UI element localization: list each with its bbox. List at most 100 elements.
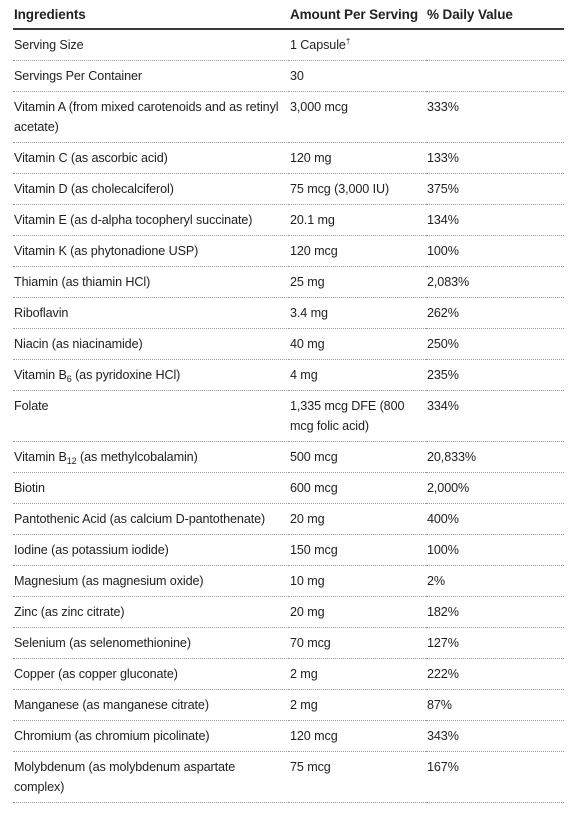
daily-value-cell: 167%: [426, 751, 564, 803]
daily-value-cell: 100%: [426, 235, 564, 267]
ingredient-cell: Thiamin (as thiamin HCl): [13, 266, 289, 298]
ingredient-name: Riboflavin: [14, 306, 69, 320]
amount-cell: 20.1 mg: [289, 204, 426, 236]
dagger-footnote-mark: †: [345, 37, 351, 46]
amount-value: 20.1 mg: [290, 213, 335, 227]
ingredient-name: Chromium (as chromium picolinate): [14, 729, 210, 743]
daily-value-percent: 334%: [427, 399, 459, 413]
amount-value: 1,335 mcg DFE (800 mcg folic acid): [290, 399, 405, 433]
daily-value-cell: 250%: [426, 328, 564, 360]
table-row: Copper (as copper gluconate) 2 mg 222%: [13, 658, 564, 690]
daily-value-percent: 262%: [427, 306, 459, 320]
ingredient-subscript: 6: [66, 374, 72, 384]
ingredient-subscript: 12: [66, 456, 77, 466]
daily-value-cell: 182%: [426, 596, 564, 628]
ingredient-cell: Vitamin B12 (as methylcobalamin): [13, 441, 289, 473]
table-row: Servings Per Container 30: [13, 60, 564, 92]
daily-value-cell: 127%: [426, 627, 564, 659]
ingredient-name: Vitamin B: [14, 368, 67, 382]
ingredient-name: Vitamin B: [14, 450, 67, 464]
amount-value: 150 mcg: [290, 543, 338, 557]
daily-value-percent: 2%: [427, 574, 446, 588]
amount-value: 500 mcg: [290, 450, 338, 464]
table-row: Magnesium (as magnesium oxide) 10 mg 2%: [13, 565, 564, 597]
ingredient-cell: Vitamin A (from mixed carotenoids and as…: [13, 91, 289, 143]
ingredient-name: Folate: [14, 399, 49, 413]
ingredient-cell: Servings Per Container: [13, 60, 289, 92]
amount-value: 2 mg: [290, 698, 318, 712]
ingredient-name-suffix: (as pyridoxine HCl): [71, 368, 181, 382]
supplement-facts-table: Ingredients Amount Per Serving % Daily V…: [13, 0, 564, 803]
daily-value-cell: [426, 29, 564, 61]
amount-cell: 150 mcg: [289, 534, 426, 566]
amount-cell: 2 mg: [289, 689, 426, 721]
daily-value-cell: 222%: [426, 658, 564, 690]
daily-value-percent: 100%: [427, 244, 459, 258]
daily-value-cell: 2,083%: [426, 266, 564, 298]
amount-value: 25 mg: [290, 275, 325, 289]
header-ingredients: Ingredients: [13, 0, 289, 30]
ingredient-cell: Selenium (as selenomethionine): [13, 627, 289, 659]
table-row: Vitamin B6 (as pyridoxine HCl) 4 mg 235%: [13, 359, 564, 391]
ingredient-cell: Vitamin B6 (as pyridoxine HCl): [13, 359, 289, 391]
amount-value: 120 mg: [290, 151, 332, 165]
ingredient-cell: Magnesium (as magnesium oxide): [13, 565, 289, 597]
daily-value-cell: 2%: [426, 565, 564, 597]
amount-cell: 500 mcg: [289, 441, 426, 473]
ingredient-name: Vitamin E (as d-alpha tocopheryl succina…: [14, 213, 253, 227]
ingredient-name: Zinc (as zinc citrate): [14, 605, 125, 619]
daily-value-percent: 375%: [427, 182, 459, 196]
amount-value: 75 mcg: [290, 760, 331, 774]
amount-cell: 10 mg: [289, 565, 426, 597]
amount-cell: 75 mcg (3,000 IU): [289, 173, 426, 205]
amount-value: 3.4 mg: [290, 306, 328, 320]
daily-value-cell: 134%: [426, 204, 564, 236]
amount-cell: 120 mcg: [289, 235, 426, 267]
supplement-facts-table-container: Ingredients Amount Per Serving % Daily V…: [13, 0, 564, 803]
ingredient-name: Servings Per Container: [14, 69, 142, 83]
amount-value: 20 mg: [290, 605, 325, 619]
daily-value-cell: 235%: [426, 359, 564, 391]
amount-value: 120 mcg: [290, 244, 338, 258]
ingredient-cell: Zinc (as zinc citrate): [13, 596, 289, 628]
daily-value-percent: 127%: [427, 636, 459, 650]
table-row: Niacin (as niacinamide) 40 mg 250%: [13, 328, 564, 360]
ingredient-cell: Serving Size: [13, 29, 289, 61]
ingredient-name: Niacin (as niacinamide): [14, 337, 143, 351]
ingredient-cell: Iodine (as potassium iodide): [13, 534, 289, 566]
daily-value-percent: 20,833%: [427, 450, 477, 464]
amount-value: 2 mg: [290, 667, 318, 681]
ingredient-name: Pantothenic Acid (as calcium D-pantothen…: [14, 512, 266, 526]
table-row: Vitamin C (as ascorbic acid) 120 mg 133%: [13, 142, 564, 174]
daily-value-percent: 400%: [427, 512, 459, 526]
daily-value-percent: 134%: [427, 213, 459, 227]
header-daily-value: % Daily Value: [426, 0, 564, 30]
ingredient-name-suffix: (as methylcobalamin): [76, 450, 198, 464]
amount-value: 10 mg: [290, 574, 325, 588]
amount-value: 30: [290, 69, 304, 83]
daily-value-cell: 20,833%: [426, 441, 564, 473]
amount-cell: 1 Capsule†: [289, 29, 426, 61]
daily-value-percent: 333%: [427, 100, 459, 114]
amount-value: 4 mg: [290, 368, 318, 382]
ingredient-name: Vitamin C (as ascorbic acid): [14, 151, 168, 165]
table-row: Manganese (as manganese citrate) 2 mg 87%: [13, 689, 564, 721]
ingredient-cell: Niacin (as niacinamide): [13, 328, 289, 360]
ingredient-cell: Riboflavin: [13, 297, 289, 329]
amount-cell: 3.4 mg: [289, 297, 426, 329]
amount-value: 120 mcg: [290, 729, 338, 743]
ingredient-name: Vitamin A (from mixed carotenoids and as…: [14, 100, 279, 134]
amount-cell: 75 mcg: [289, 751, 426, 803]
header-amount-per-serving: Amount Per Serving: [289, 0, 426, 30]
table-header: Ingredients Amount Per Serving % Daily V…: [13, 0, 564, 30]
table-row: Vitamin B12 (as methylcobalamin) 500 mcg 2…: [13, 441, 564, 473]
amount-cell: 3,000 mcg: [289, 91, 426, 143]
amount-value: 40 mg: [290, 337, 325, 351]
ingredient-name: Manganese (as manganese citrate): [14, 698, 209, 712]
daily-value-cell: 343%: [426, 720, 564, 752]
ingredient-cell: Chromium (as chromium picolinate): [13, 720, 289, 752]
table-row: Iodine (as potassium iodide) 150 mcg 100%: [13, 534, 564, 566]
table-row: Vitamin D (as cholecalciferol) 75 mcg (3,…: [13, 173, 564, 205]
table-row: Vitamin E (as d-alpha tocopheryl succina…: [13, 204, 564, 236]
ingredient-cell: Vitamin E (as d-alpha tocopheryl succina…: [13, 204, 289, 236]
